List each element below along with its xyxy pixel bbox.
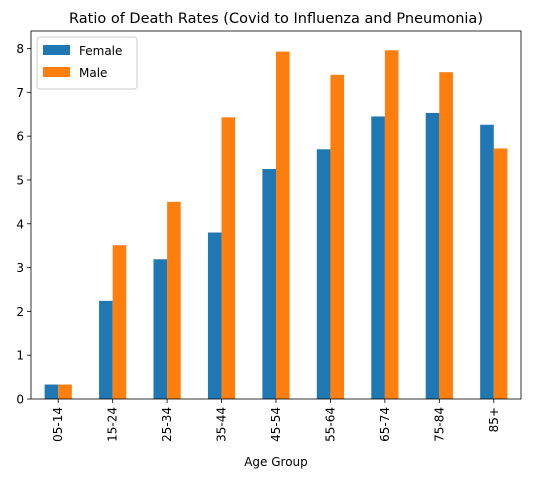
bar-female-65-74 xyxy=(371,116,385,400)
bar-male-15-24 xyxy=(112,245,127,399)
legend-swatch-female xyxy=(43,45,70,55)
bar-male-55-64 xyxy=(330,74,345,399)
bar-male-65-74 xyxy=(384,50,399,399)
y-tick-label: 1 xyxy=(16,349,24,363)
x-tick-label: 75-84 xyxy=(432,407,446,442)
legend: Female Male xyxy=(36,36,138,90)
bar-male-75-84 xyxy=(439,72,453,400)
x-tick-label: 65-74 xyxy=(378,407,392,442)
bar-female-75-84 xyxy=(425,112,440,400)
bar-female-55-64 xyxy=(316,149,331,399)
bar-female-15-24 xyxy=(99,300,113,399)
y-tick-label: 4 xyxy=(16,217,24,231)
y-tick-label: 8 xyxy=(16,42,24,56)
bar-male-35-44 xyxy=(221,117,236,400)
x-axis-label: Age Group xyxy=(244,455,308,469)
legend-label-female: Female xyxy=(79,44,122,58)
bar-female-05-14 xyxy=(44,384,59,399)
bar-male-45-54 xyxy=(276,51,290,400)
legend-label-male: Male xyxy=(79,66,107,80)
x-tick-label: 35-44 xyxy=(215,407,229,442)
bar-male-25-34 xyxy=(167,201,181,399)
bar-female-25-34 xyxy=(153,259,168,399)
y-tick-label: 2 xyxy=(16,305,24,319)
x-tick-label: 05-14 xyxy=(51,407,65,442)
plot-frame xyxy=(30,30,522,400)
x-axis-ticks: 05-14 15-24 25-34 35-44 45-54 55-64 65-74 75-84… xyxy=(51,399,501,442)
y-tick-label: 6 xyxy=(16,130,24,144)
bar-female-85+ xyxy=(480,124,494,399)
x-tick-label: 55-64 xyxy=(323,407,337,442)
bar-male-85+ xyxy=(493,148,508,399)
chart-title: Ratio of Death Rates (Covid to Influenza… xyxy=(69,11,483,27)
bar-male-05-14 xyxy=(58,384,72,399)
y-tick-label: 7 xyxy=(16,86,24,100)
y-axis-ticks: 0 1 2 3 4 5 6 7 8 xyxy=(16,42,31,407)
x-tick-label: 25-34 xyxy=(160,407,174,442)
bar-female-45-54 xyxy=(262,169,276,399)
legend-swatch-male xyxy=(43,67,70,77)
bars xyxy=(44,50,508,400)
x-tick-label: 85+ xyxy=(487,407,501,432)
y-tick-label: 0 xyxy=(16,393,24,407)
x-tick-label: 45-54 xyxy=(269,407,283,442)
bar-female-35-44 xyxy=(207,232,222,399)
x-tick-label: 15-24 xyxy=(106,407,120,442)
y-tick-label: 3 xyxy=(16,261,24,275)
y-tick-label: 5 xyxy=(16,173,24,187)
